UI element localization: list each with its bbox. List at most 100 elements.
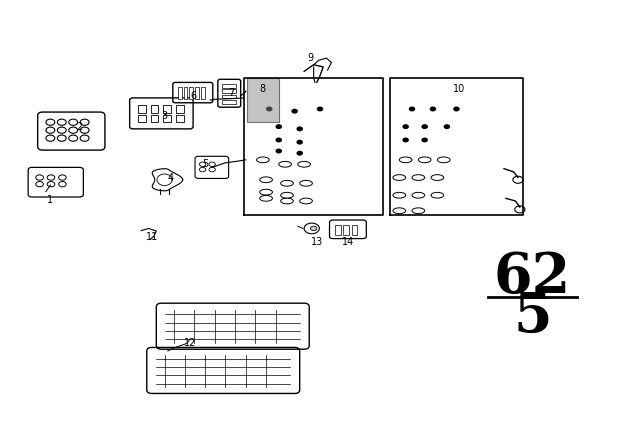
Bar <box>178 87 182 99</box>
Circle shape <box>68 135 77 141</box>
Ellipse shape <box>431 192 444 198</box>
Polygon shape <box>247 78 279 122</box>
Text: 4: 4 <box>168 172 174 182</box>
Ellipse shape <box>281 192 293 198</box>
Text: 5: 5 <box>203 159 209 169</box>
Circle shape <box>80 127 89 134</box>
Circle shape <box>513 176 523 183</box>
Circle shape <box>297 140 302 144</box>
Ellipse shape <box>298 161 310 167</box>
Circle shape <box>422 138 428 142</box>
Circle shape <box>276 125 282 129</box>
Circle shape <box>410 107 415 111</box>
Bar <box>189 87 193 99</box>
Circle shape <box>200 168 206 172</box>
Bar <box>352 225 357 235</box>
Ellipse shape <box>393 192 406 198</box>
Circle shape <box>317 107 323 111</box>
Circle shape <box>36 175 44 180</box>
Circle shape <box>403 138 408 142</box>
Text: 10: 10 <box>454 84 466 94</box>
Circle shape <box>47 181 55 187</box>
Bar <box>195 87 199 99</box>
Ellipse shape <box>412 208 425 214</box>
Ellipse shape <box>257 157 269 163</box>
Circle shape <box>430 107 435 111</box>
Circle shape <box>276 138 282 142</box>
Circle shape <box>47 175 55 180</box>
Bar <box>222 84 236 88</box>
Ellipse shape <box>437 157 450 163</box>
Circle shape <box>422 125 428 129</box>
Bar <box>335 225 341 235</box>
Ellipse shape <box>393 175 406 181</box>
Bar <box>150 115 158 122</box>
Circle shape <box>46 127 55 134</box>
Bar <box>222 100 236 103</box>
Text: 6: 6 <box>190 90 196 101</box>
Text: 1: 1 <box>47 195 53 205</box>
Ellipse shape <box>260 177 273 183</box>
Circle shape <box>36 181 44 187</box>
Circle shape <box>310 226 317 231</box>
Ellipse shape <box>281 181 293 186</box>
Circle shape <box>68 127 77 134</box>
Text: 11: 11 <box>146 232 158 242</box>
Bar <box>222 95 236 99</box>
Circle shape <box>58 135 66 141</box>
Ellipse shape <box>393 208 406 214</box>
Bar <box>176 105 184 112</box>
Ellipse shape <box>260 195 273 201</box>
Bar <box>344 225 349 235</box>
Circle shape <box>292 109 297 113</box>
Bar <box>163 105 171 112</box>
Text: 13: 13 <box>310 237 323 247</box>
Circle shape <box>515 206 525 213</box>
Ellipse shape <box>300 198 312 204</box>
Text: 12: 12 <box>184 338 196 349</box>
Bar <box>138 115 145 122</box>
Text: 3: 3 <box>161 111 168 121</box>
Ellipse shape <box>419 157 431 163</box>
Ellipse shape <box>279 161 291 167</box>
Circle shape <box>454 107 459 111</box>
Text: 62: 62 <box>494 250 571 305</box>
Circle shape <box>276 149 282 153</box>
Circle shape <box>80 135 89 141</box>
Circle shape <box>403 125 408 129</box>
Ellipse shape <box>412 192 425 198</box>
Circle shape <box>58 127 66 134</box>
Circle shape <box>297 151 302 155</box>
Bar <box>150 105 158 112</box>
Circle shape <box>68 119 77 125</box>
Ellipse shape <box>260 189 273 195</box>
Text: 14: 14 <box>342 237 355 247</box>
Circle shape <box>80 119 89 125</box>
Ellipse shape <box>399 157 412 163</box>
Circle shape <box>267 107 272 111</box>
Text: 8: 8 <box>260 84 266 94</box>
Ellipse shape <box>281 198 293 204</box>
Bar <box>222 90 236 93</box>
Ellipse shape <box>431 175 444 181</box>
Bar <box>176 115 184 122</box>
Circle shape <box>59 175 66 180</box>
Circle shape <box>304 223 319 234</box>
Circle shape <box>297 127 302 131</box>
Text: 2: 2 <box>76 122 82 132</box>
Text: 9: 9 <box>307 53 314 63</box>
Circle shape <box>209 168 215 172</box>
Circle shape <box>58 119 66 125</box>
Ellipse shape <box>412 175 425 181</box>
Circle shape <box>59 181 66 187</box>
Circle shape <box>46 135 55 141</box>
Bar <box>201 87 205 99</box>
Circle shape <box>46 119 55 125</box>
Bar <box>184 87 188 99</box>
Circle shape <box>209 162 215 167</box>
Circle shape <box>200 162 206 167</box>
Bar <box>163 115 171 122</box>
Circle shape <box>444 125 449 129</box>
Ellipse shape <box>300 181 312 186</box>
Bar <box>138 105 145 112</box>
